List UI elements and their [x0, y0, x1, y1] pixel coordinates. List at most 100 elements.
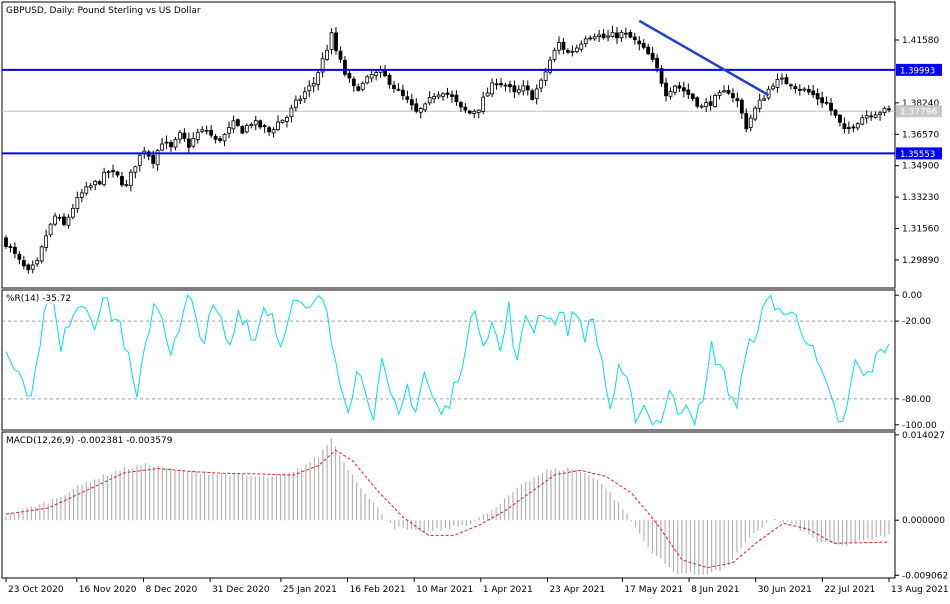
- candle[interactable]: [485, 92, 490, 97]
- candle[interactable]: [338, 50, 343, 60]
- candle[interactable]: [39, 246, 44, 262]
- candle[interactable]: [503, 84, 508, 87]
- candle[interactable]: [508, 84, 512, 88]
- candle[interactable]: [815, 93, 820, 100]
- candle[interactable]: [365, 76, 370, 84]
- candle[interactable]: [615, 32, 619, 39]
- candle[interactable]: [467, 110, 472, 114]
- candle[interactable]: [325, 49, 329, 60]
- candle[interactable]: [432, 96, 437, 100]
- candle[interactable]: [427, 97, 432, 104]
- candle[interactable]: [186, 138, 191, 148]
- candle[interactable]: [735, 98, 740, 102]
- candle[interactable]: [597, 34, 602, 38]
- candle[interactable]: [4, 237, 8, 248]
- candle[interactable]: [713, 95, 717, 107]
- candle[interactable]: [195, 132, 200, 140]
- candle[interactable]: [574, 47, 579, 53]
- candle[interactable]: [414, 103, 419, 112]
- candle[interactable]: [155, 150, 160, 166]
- candle[interactable]: [833, 109, 838, 116]
- candle[interactable]: [401, 89, 405, 96]
- candle[interactable]: [360, 82, 365, 90]
- candle[interactable]: [539, 79, 544, 89]
- candle[interactable]: [664, 82, 668, 97]
- candle[interactable]: [173, 138, 178, 148]
- candle[interactable]: [592, 36, 597, 40]
- candle[interactable]: [48, 223, 53, 236]
- candle[interactable]: [298, 98, 303, 101]
- candle[interactable]: [88, 185, 93, 188]
- candle[interactable]: [13, 246, 17, 254]
- candle[interactable]: [673, 85, 677, 93]
- candle[interactable]: [178, 132, 182, 140]
- candle[interactable]: [329, 32, 334, 50]
- candle[interactable]: [784, 77, 789, 85]
- candle[interactable]: [396, 88, 401, 91]
- candle[interactable]: [79, 192, 84, 198]
- candle[interactable]: [392, 84, 396, 89]
- candle[interactable]: [244, 124, 249, 133]
- candle[interactable]: [111, 170, 115, 172]
- candle[interactable]: [548, 59, 552, 73]
- candle[interactable]: [302, 91, 307, 99]
- candle[interactable]: [267, 127, 272, 133]
- candle[interactable]: [53, 215, 57, 225]
- candle[interactable]: [632, 36, 637, 41]
- candle[interactable]: [650, 52, 655, 60]
- candle[interactable]: [490, 82, 494, 95]
- candle[interactable]: [846, 127, 851, 129]
- candle[interactable]: [84, 186, 89, 194]
- candle[interactable]: [409, 99, 414, 106]
- candle[interactable]: [842, 123, 847, 130]
- candle[interactable]: [164, 141, 169, 144]
- macd-signal-line[interactable]: [5, 449, 890, 569]
- candle[interactable]: [557, 42, 561, 51]
- williams-r-panel[interactable]: 0.00 -20.00 -80.00 -100.00 %R(14) -35.72: [1, 289, 937, 431]
- candle[interactable]: [133, 166, 138, 173]
- candle[interactable]: [213, 136, 218, 140]
- candle[interactable]: [209, 129, 214, 136]
- candle[interactable]: [311, 82, 316, 87]
- candle[interactable]: [699, 105, 704, 108]
- candle[interactable]: [436, 94, 441, 98]
- candle[interactable]: [780, 77, 784, 80]
- candle[interactable]: [677, 85, 682, 89]
- candle[interactable]: [30, 264, 35, 270]
- candle[interactable]: [543, 71, 548, 81]
- candle[interactable]: [855, 123, 860, 129]
- candle[interactable]: [405, 96, 410, 100]
- candle[interactable]: [806, 88, 811, 93]
- candle[interactable]: [463, 106, 468, 111]
- candle[interactable]: [334, 32, 338, 52]
- candle[interactable]: [623, 32, 628, 35]
- candle[interactable]: [668, 91, 673, 97]
- candle[interactable]: [418, 108, 423, 113]
- candle[interactable]: [137, 154, 142, 166]
- candle[interactable]: [106, 171, 111, 174]
- candle[interactable]: [289, 107, 294, 118]
- candle[interactable]: [351, 78, 356, 87]
- candle[interactable]: [258, 120, 263, 128]
- candle[interactable]: [739, 99, 744, 114]
- candle[interactable]: [824, 101, 829, 104]
- candle[interactable]: [887, 108, 891, 111]
- candle[interactable]: [722, 90, 726, 93]
- candle[interactable]: [788, 84, 793, 87]
- candle[interactable]: [70, 207, 75, 218]
- candle[interactable]: [610, 31, 615, 37]
- candle[interactable]: [646, 46, 651, 55]
- candle[interactable]: [606, 35, 610, 38]
- candle[interactable]: [619, 31, 624, 39]
- candle[interactable]: [8, 246, 13, 248]
- candle[interactable]: [499, 83, 503, 86]
- candle[interactable]: [655, 57, 660, 69]
- candle[interactable]: [695, 97, 700, 107]
- candle[interactable]: [851, 126, 856, 129]
- candle[interactable]: [369, 74, 374, 79]
- candle[interactable]: [240, 126, 245, 134]
- candle[interactable]: [21, 260, 26, 267]
- candle[interactable]: [512, 85, 517, 93]
- candle[interactable]: [26, 264, 31, 271]
